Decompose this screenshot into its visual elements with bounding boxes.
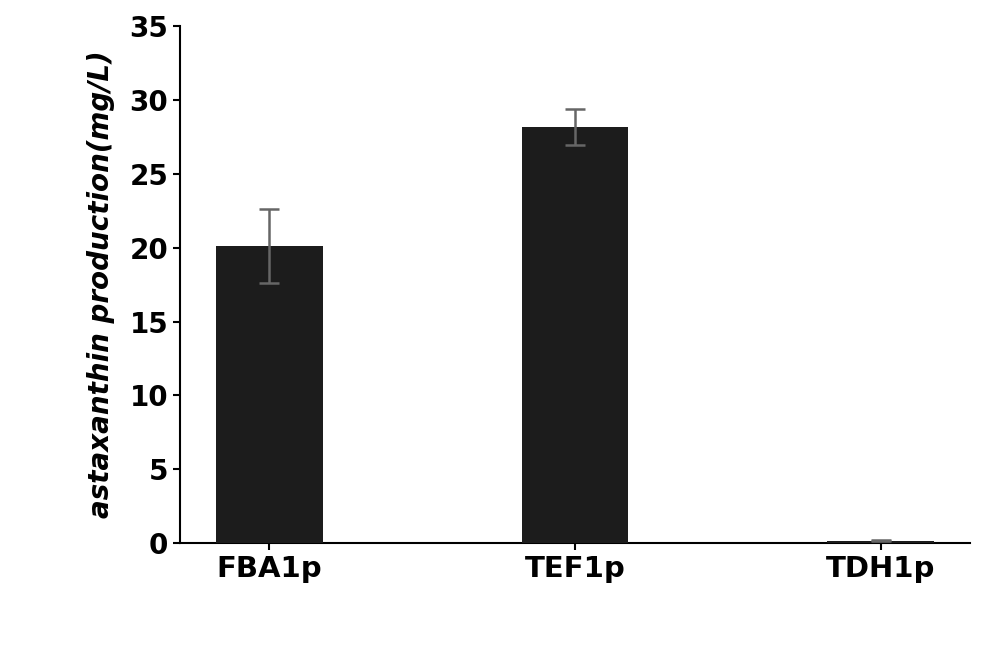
Bar: [216, 246, 323, 543]
Bar: [522, 127, 628, 543]
Bar: [827, 541, 934, 543]
Y-axis label: astaxanthin production(mg/L): astaxanthin production(mg/L): [87, 51, 115, 518]
